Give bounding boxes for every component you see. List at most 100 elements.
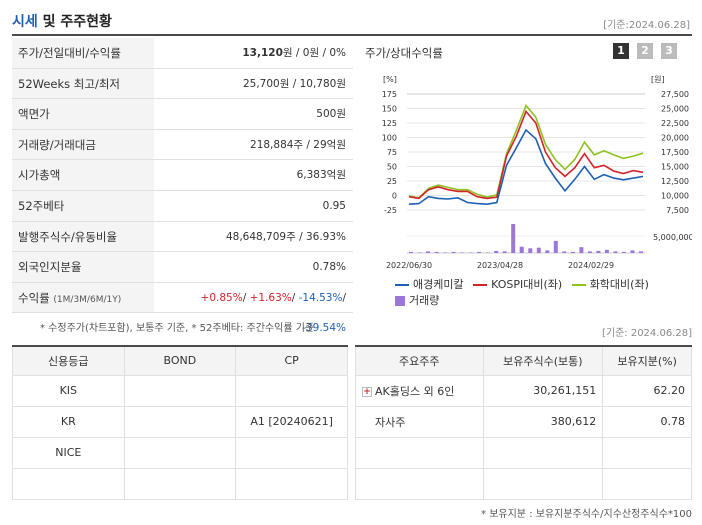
volume-bar xyxy=(519,246,524,253)
volume-bar xyxy=(579,247,584,253)
reference-date: [기준:2024.06.28] xyxy=(603,20,690,31)
table-row: KIS xyxy=(12,374,348,407)
info-footnote: * 수정주가(차트포함), 보통주 기준, * 52주베타: 주간수익률 기준 xyxy=(40,323,315,334)
chart-tab-1[interactable]: 1 xyxy=(613,43,629,59)
credit-header-bond: BOND xyxy=(123,345,237,376)
holders-reference-date: [기준: 2024.06.28] xyxy=(601,328,692,339)
x-tick-label: 2022/06/30 xyxy=(386,261,432,270)
volume-bar xyxy=(604,249,609,253)
credit-header-rating: 신용등급 xyxy=(12,345,125,376)
section-header: 시세 및 주주현황 [기준:2024.06.28] xyxy=(12,8,692,34)
volume-bar xyxy=(409,251,413,253)
table-row xyxy=(355,436,692,469)
table-row: 자사주 380,612 0.78 xyxy=(355,405,692,438)
right-tick-label: 15,000 xyxy=(661,163,689,172)
legend-chem[interactable]: 화학대비(좌) xyxy=(571,276,649,292)
holders-header-shares: 보유주식수(보통) xyxy=(482,345,604,376)
info-row-price: 주가/전일대비/수익률 13,120원 / 0원 / 0% xyxy=(12,38,353,69)
right-tick-label: 7,500 xyxy=(666,206,689,215)
left-tick-label: 25 xyxy=(387,177,397,186)
right-tick-label: 12,500 xyxy=(661,177,689,186)
series-line-stock xyxy=(408,128,644,206)
volume-bar xyxy=(434,251,439,253)
volume-bar xyxy=(613,251,618,253)
volume-bar xyxy=(468,252,473,253)
volume-bar xyxy=(511,224,516,253)
holders-footnote: * 보유지분 : 보유지분주식수/지수산정주식수*100 xyxy=(481,509,692,520)
volume-tick: 5,000,000 xyxy=(653,233,692,242)
price-info-table: 주가/전일대비/수익률 13,120원 / 0원 / 0% 52Weeks 최고… xyxy=(12,38,353,334)
series-line-chem xyxy=(408,104,644,199)
right-axis-ticks: 27,500 25,000 22,500 20,000 17,500 15,000 12,5… xyxy=(661,90,689,215)
left-tick-label: 125 xyxy=(382,119,397,128)
volume-bar xyxy=(536,247,541,253)
chart-grid xyxy=(407,93,645,254)
volume-bar xyxy=(417,252,422,253)
major-holders-table: 주요주주 보유주식수(보통) 보유지분(%) + AK홀딩스 외 6인 30,26… xyxy=(355,345,692,500)
x-axis-ticks: 2022/06/30 2023/04/28 2024/02/29 xyxy=(386,261,614,270)
right-tick-label: 17,500 xyxy=(661,148,689,157)
volume-bar xyxy=(460,252,465,253)
expand-icon[interactable]: + xyxy=(362,386,372,397)
left-tick-label: 100 xyxy=(382,134,397,143)
left-tick-label: 150 xyxy=(382,105,397,114)
chart-lines xyxy=(408,104,644,206)
volume-bar xyxy=(451,251,456,253)
volume-bar xyxy=(596,250,601,253)
left-tick-label: 175 xyxy=(382,90,397,99)
left-axis-ticks: 175 150 125 100 75 50 25 0 -25 xyxy=(382,90,397,215)
right-tick-label: 20,000 xyxy=(661,134,689,143)
volume-bar xyxy=(562,251,567,253)
volume-bar xyxy=(485,252,490,253)
left-tick-label: -25 xyxy=(384,206,397,215)
series-line-kospi xyxy=(408,109,644,200)
right-tick-label: 22,500 xyxy=(661,119,689,128)
legend-kospi[interactable]: KOSPI대비(좌) xyxy=(473,276,562,292)
info-row-par-value: 액면가 500원 xyxy=(12,99,353,130)
chart-title: 주가/상대수익률 xyxy=(365,46,443,60)
legend-line-icon xyxy=(571,284,586,286)
legend-stock[interactable]: 애경케미칼 xyxy=(395,276,464,292)
chart-legend: 애경케미칼 KOSPI대비(좌) 화학대비(좌) 거래량 xyxy=(395,276,695,308)
volume-bar xyxy=(502,251,507,253)
volume-bar xyxy=(426,251,430,253)
volume-bar xyxy=(630,250,635,253)
credit-rating-table: 신용등급 BOND CP KIS KR A1 [20240621] NICE xyxy=(12,345,348,500)
volume-bars xyxy=(409,224,643,253)
table-row xyxy=(355,467,692,500)
chart-tab-3[interactable]: 3 xyxy=(661,43,677,59)
right-tick-label: 10,000 xyxy=(661,192,689,201)
x-tick-label: 2024/02/29 xyxy=(568,261,614,270)
volume-bar xyxy=(443,252,448,253)
info-row-beta: 52주베타 0.95 xyxy=(12,190,353,222)
chart-tab-2[interactable]: 2 xyxy=(637,43,653,59)
header-divider xyxy=(12,34,692,36)
holders-header-pct: 보유지분(%) xyxy=(602,345,692,376)
volume-bar xyxy=(553,240,558,253)
right-tick-label: 27,500 xyxy=(661,90,689,99)
volume-bar xyxy=(545,250,550,253)
x-tick-label: 2023/04/28 xyxy=(477,261,523,270)
volume-bar xyxy=(639,251,643,253)
left-tick-label: 75 xyxy=(387,148,397,157)
info-row-foreign: 외국인지분율 0.78% xyxy=(12,252,353,283)
volume-bar xyxy=(570,251,575,253)
legend-volume[interactable]: 거래량 xyxy=(395,292,439,308)
left-tick-label: 0 xyxy=(392,192,397,201)
legend-line-icon xyxy=(473,284,488,286)
right-tick-label: 25,000 xyxy=(661,105,689,114)
legend-square-icon xyxy=(395,296,405,306)
info-row-volume: 거래량/거래대금 218,884주 / 29억원 xyxy=(12,129,353,161)
table-row: NICE xyxy=(12,436,348,469)
chart-svg: [%] [원] 175 150 125 100 75 50 25 0 -25 27,500 25,… xyxy=(382,75,692,270)
table-row xyxy=(12,467,348,500)
left-tick-label: 50 xyxy=(387,163,397,172)
table-row: + AK홀딩스 외 6인 30,261,151 62.20 xyxy=(355,374,692,407)
credit-header-cp: CP xyxy=(235,345,348,376)
volume-bar xyxy=(477,251,482,253)
info-row-returns: 수익률 (1M/3M/6M/1Y) +0.85%/ +1.63%/ -14.53… xyxy=(12,282,353,334)
holders-header-name: 주요주주 xyxy=(355,345,484,376)
section-title: 시세 및 주주현황 xyxy=(12,14,112,30)
legend-line-icon xyxy=(395,284,409,286)
info-row-shares: 발행주식수/유동비율 48,648,709주 / 36.93% xyxy=(12,221,353,253)
